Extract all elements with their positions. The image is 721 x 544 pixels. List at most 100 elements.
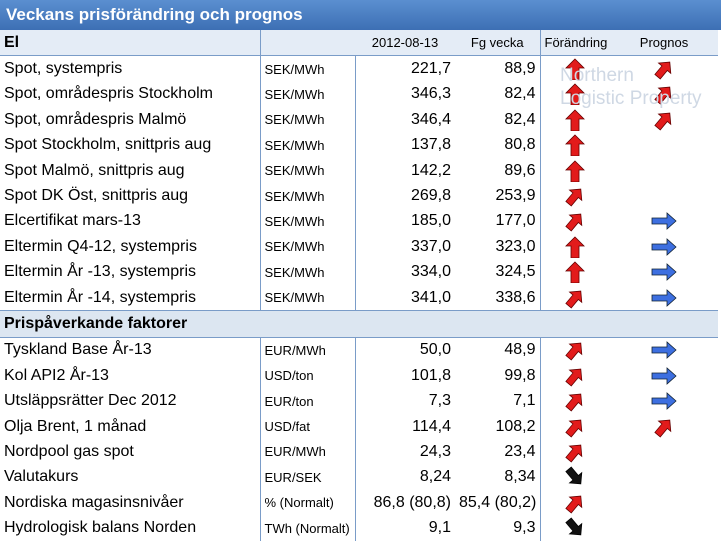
previous-value: 82,4 (504, 85, 536, 103)
unit: % (Normalt) (259, 490, 355, 516)
arrow-icon (565, 261, 585, 284)
current-value: 114,4 (354, 413, 455, 440)
arrow-icon (565, 236, 585, 259)
previous-value: 48,9 (504, 341, 536, 359)
current-value: 9,1 (354, 515, 455, 541)
data-row: Spot, områdespris Malmö SEK/MWh 346,4 82,4 (0, 107, 718, 133)
change-cell (539, 515, 610, 541)
data-row: Olja Brent, 1 månad USD/fat 114,4 108,2 (0, 413, 718, 440)
item-name: Spot, områdespris Stockholm (4, 85, 213, 103)
data-row: Elcertifikat mars-13 SEK/MWh 185,0 177,0 (0, 208, 718, 235)
forecast-cell (610, 209, 718, 234)
forecast-cell (610, 260, 718, 285)
data-row: Eltermin Q4-12, systempris SEK/MWh 337,0 32… (0, 234, 718, 260)
arrow-icon (651, 238, 677, 256)
data-row: Hydrologisk balans Norden TWh (Normalt) 9,… (0, 515, 718, 541)
data-row: Eltermin År -14, systempris SEK/MWh 341,0 3… (0, 284, 718, 311)
current-value: 221,7 (354, 55, 455, 82)
arrow-icon (565, 134, 585, 157)
arrow-icon (562, 285, 588, 311)
current-value: 341,0 (354, 284, 455, 311)
previous-value: 99,8 (504, 366, 536, 384)
section-header: El 2012-08-13 Fg vecka Förändring Prognos (0, 30, 718, 57)
unit: SEK/MWh (259, 183, 355, 209)
unit: SEK/MWh (259, 284, 355, 311)
change-cell (539, 107, 610, 133)
current-value: 269,8 (354, 183, 455, 209)
current-value: 86,8 (80,8) (354, 490, 455, 516)
unit: TWh (Normalt) (259, 515, 355, 541)
forecast-cell (610, 490, 718, 515)
change-cell (539, 490, 610, 516)
change-cell (539, 337, 610, 364)
column-header: 2012-08-13 (355, 30, 455, 57)
unit: SEK/MWh (259, 132, 355, 158)
data-row: Eltermin År -13, systempris SEK/MWh 334,0 3… (0, 259, 718, 285)
forecast-cell (610, 515, 718, 540)
item-name: Spot Stockholm, snittpris aug (4, 136, 212, 154)
data-row: Tyskland Base År-13 EUR/MWh 50,0 48,9 (0, 337, 718, 364)
current-value: 50,0 (354, 337, 455, 364)
previous-value: 324,5 (495, 263, 536, 281)
column-header: Förändring (539, 30, 610, 57)
arrow-icon (651, 414, 677, 440)
item-name: Nordpool gas spot (4, 442, 134, 460)
data-row: Nordiska magasinsnivåer % (Normalt) 86,8 (… (0, 490, 718, 516)
item-name: Olja Brent, 1 månad (4, 417, 147, 435)
section-heading: El (0, 30, 260, 57)
current-value: 185,0 (354, 208, 455, 235)
data-row: Kol API2 År-13 USD/ton 101,8 99,8 (0, 363, 718, 389)
section-heading: Prispåverkande faktorer (0, 310, 718, 338)
change-cell (539, 132, 610, 158)
forecast-cell (610, 234, 718, 259)
previous-value: 23,4 (504, 442, 536, 460)
arrow-icon (651, 107, 677, 133)
previous-value: 7,1 (513, 392, 536, 410)
change-cell (539, 55, 610, 82)
previous-value: 85,4 (80,2) (459, 493, 537, 511)
data-row: Nordpool gas spot EUR/MWh 24,3 23,4 (0, 439, 718, 465)
change-cell (539, 183, 610, 209)
forecast-cell (610, 388, 718, 413)
item-name: Eltermin År -13, systempris (4, 263, 197, 281)
current-value: 142,2 (354, 157, 455, 184)
unit: EUR/SEK (259, 464, 355, 491)
unit: SEK/MWh (259, 55, 355, 82)
current-value: 337,0 (354, 234, 455, 260)
arrow-icon (562, 363, 588, 389)
item-name: Eltermin Q4-12, systempris (4, 237, 197, 255)
arrow-icon (562, 414, 588, 440)
data-row: Spot Malmö, snittpris aug SEK/MWh 142,2 89,… (0, 157, 718, 184)
arrow-icon (651, 341, 677, 359)
current-value: 346,4 (354, 107, 455, 133)
title-bar: Veckans prisförändring och prognos (0, 0, 721, 30)
arrow-icon (562, 515, 588, 541)
watermark-line: Logistic Property (560, 88, 702, 109)
change-cell (539, 157, 610, 184)
item-name: Spot, områdespris Malmö (4, 110, 187, 128)
change-cell (539, 439, 610, 465)
current-value: 7,3 (354, 388, 455, 414)
arrow-icon (562, 490, 588, 516)
price-table: El 2012-08-13 Fg vecka Förändring Prognos Spo… (0, 30, 718, 541)
forecast-cell (610, 439, 718, 464)
item-name: Spot Malmö, snittpris aug (4, 161, 185, 179)
item-name: Kol API2 År-13 (4, 366, 109, 384)
current-value: 101,8 (354, 363, 455, 389)
forecast-cell (610, 465, 718, 490)
unit: USD/fat (259, 413, 355, 440)
unit: EUR/MWh (259, 439, 355, 465)
arrow-icon (651, 392, 677, 410)
arrow-icon (651, 367, 677, 385)
forecast-cell (610, 414, 718, 440)
change-cell (539, 81, 610, 108)
unit: SEK/MWh (259, 234, 355, 260)
previous-value: 253,9 (495, 187, 536, 205)
unit: EUR/MWh (259, 337, 355, 364)
change-cell (539, 363, 610, 389)
unit: USD/ton (259, 363, 355, 389)
arrow-icon (651, 213, 677, 230)
item-name: Spot, systempris (4, 60, 123, 78)
current-value: 24,3 (354, 439, 455, 465)
